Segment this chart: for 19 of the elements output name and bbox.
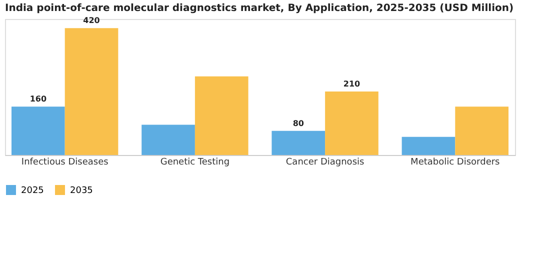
bar — [12, 106, 65, 155]
legend-label: 2035 — [70, 186, 93, 196]
data-label: 210 — [343, 80, 361, 89]
bar — [142, 124, 195, 155]
x-tick-label: Metabolic Disorders — [410, 158, 500, 168]
bar — [402, 136, 456, 155]
bar — [325, 92, 378, 155]
x-tick-label: Infectious Diseases — [21, 158, 109, 168]
x-tick-label: Genetic Testing — [160, 158, 230, 168]
bar — [194, 76, 248, 155]
x-tick-label: Cancer Diagnosis — [286, 158, 365, 168]
chart-title: India point-of-care molecular diagnostics market, By Application, 2025-2035 (USD Million) — [5, 3, 514, 14]
bar — [272, 130, 326, 155]
data-label: 420 — [83, 16, 100, 26]
bar — [64, 28, 118, 155]
bar — [455, 106, 508, 155]
legend-label: 2025 — [21, 186, 44, 196]
data-label: 160 — [30, 94, 47, 104]
data-label: 80 — [292, 118, 304, 128]
